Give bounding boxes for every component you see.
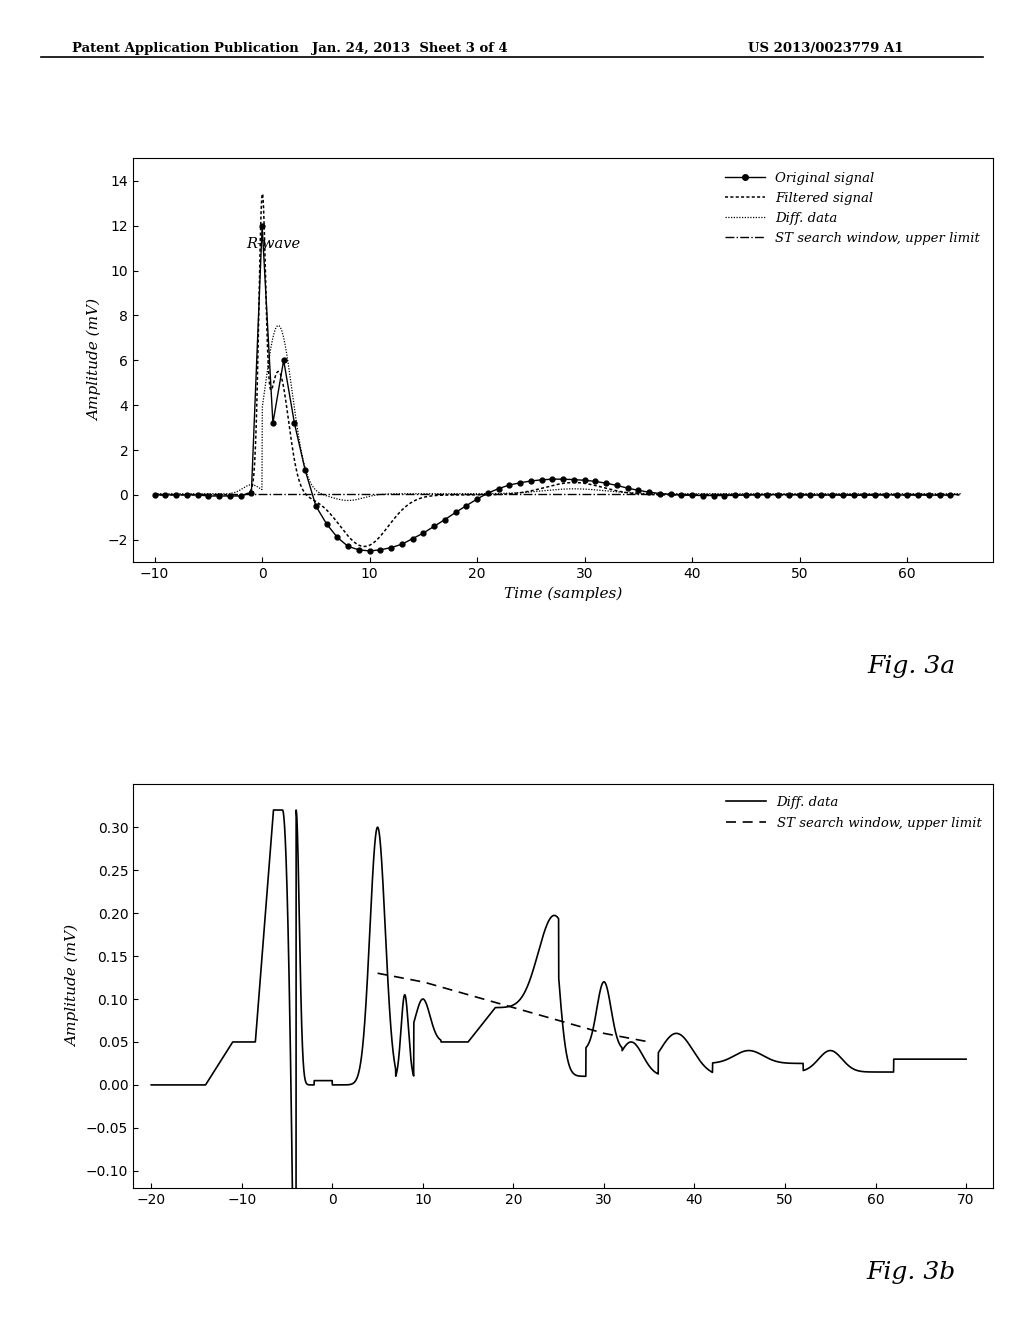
ST search window, upper limit — [629, 486, 641, 502]
Original signal — [213, 488, 225, 504]
Filtered signal — [256, 186, 268, 202]
Legend: Original signal, Filtered signal, Diff. data, ST search window, upper limit: Original signal, Filtered signal, Diff. … — [719, 165, 987, 252]
Text: Fig. 3b: Fig. 3b — [866, 1261, 956, 1283]
ST search window, upper limit — [422, 975, 434, 991]
Filtered signal — [784, 487, 797, 503]
ST search window, upper limit — [643, 1034, 655, 1049]
Y-axis label: Amplitude (mV): Amplitude (mV) — [88, 300, 102, 421]
ST search window, upper limit — [954, 486, 967, 502]
ST search window, upper limit — [585, 486, 597, 502]
Diff. data — [145, 1077, 158, 1093]
ST search window, upper limit — [388, 969, 400, 985]
Filtered signal — [189, 487, 202, 503]
ST search window, upper limit — [531, 486, 544, 502]
Original signal — [825, 487, 838, 503]
Diff. data — [520, 484, 532, 500]
Y-axis label: Amplitude (mV): Amplitude (mV) — [66, 925, 80, 1047]
ST search window, upper limit — [620, 1030, 632, 1045]
Diff. data — [542, 482, 554, 498]
Diff. data — [267, 803, 280, 818]
Line: Diff. data: Diff. data — [152, 810, 966, 1320]
Filtered signal — [932, 487, 944, 503]
Original signal — [148, 487, 161, 503]
ST search window, upper limit — [537, 486, 549, 502]
Line: Original signal: Original signal — [153, 223, 952, 553]
Diff. data — [342, 492, 354, 508]
Original signal — [880, 487, 892, 503]
Diff. data — [959, 1051, 972, 1067]
Text: Jan. 24, 2013  Sheet 3 of 4: Jan. 24, 2013 Sheet 3 of 4 — [311, 42, 508, 55]
Line: Diff. data: Diff. data — [155, 326, 961, 500]
Original signal — [794, 487, 806, 503]
Filtered signal — [954, 487, 967, 503]
Diff. data — [272, 318, 285, 334]
Text: R-wave: R-wave — [246, 236, 300, 251]
Filtered signal — [542, 479, 554, 495]
Line: Filtered signal: Filtered signal — [155, 194, 961, 546]
ST search window, upper limit — [936, 486, 948, 502]
Diff. data — [294, 924, 306, 940]
Filtered signal — [520, 484, 532, 500]
Legend: Diff. data, ST search window, upper limit: Diff. data, ST search window, upper limi… — [721, 791, 987, 836]
Diff. data — [754, 1045, 766, 1061]
ST search window, upper limit — [148, 486, 161, 502]
Filtered signal — [148, 487, 161, 503]
ST search window, upper limit — [372, 965, 384, 981]
ST search window, upper limit — [382, 968, 394, 983]
Original signal — [772, 487, 784, 503]
Diff. data — [954, 486, 967, 502]
Diff. data — [932, 486, 944, 502]
Text: US 2013/0023779 A1: US 2013/0023779 A1 — [748, 42, 903, 55]
Diff. data — [932, 486, 944, 502]
ST search window, upper limit — [809, 486, 821, 502]
Original signal — [805, 487, 817, 503]
Original signal — [364, 543, 376, 558]
Line: ST search window, upper limit: ST search window, upper limit — [378, 973, 649, 1041]
ST search window, upper limit — [443, 982, 456, 998]
Text: Fig. 3a: Fig. 3a — [867, 655, 955, 677]
Diff. data — [676, 1027, 688, 1043]
Original signal — [256, 218, 268, 234]
Filtered signal — [932, 487, 944, 503]
Diff. data — [148, 486, 161, 502]
Diff. data — [189, 486, 202, 502]
Filtered signal — [358, 539, 371, 554]
Diff. data — [457, 1034, 469, 1049]
X-axis label: Time (samples): Time (samples) — [504, 586, 623, 601]
Diff. data — [815, 1048, 827, 1064]
Text: Patent Application Publication: Patent Application Publication — [72, 42, 298, 55]
Diff. data — [634, 1043, 646, 1059]
ST search window, upper limit — [630, 1031, 642, 1047]
Original signal — [944, 487, 956, 503]
Diff. data — [784, 486, 797, 502]
